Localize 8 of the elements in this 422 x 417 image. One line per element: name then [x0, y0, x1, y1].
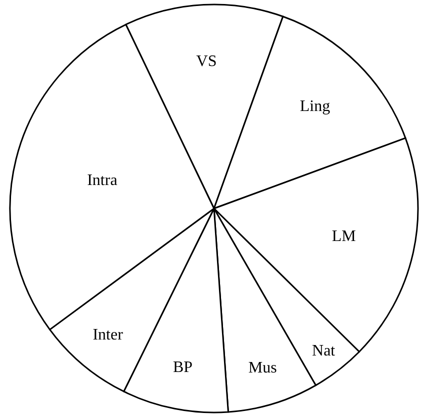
slice-label: Inter	[92, 326, 124, 344]
slice-label: Intra	[87, 172, 118, 190]
slice-label: LM	[332, 228, 356, 246]
slice-label: Mus	[248, 359, 277, 376]
slice-label: VS	[196, 52, 217, 70]
slice-label: BP	[172, 358, 193, 376]
slice-label: Ling	[300, 98, 330, 116]
slice-label: Nat	[312, 342, 336, 360]
